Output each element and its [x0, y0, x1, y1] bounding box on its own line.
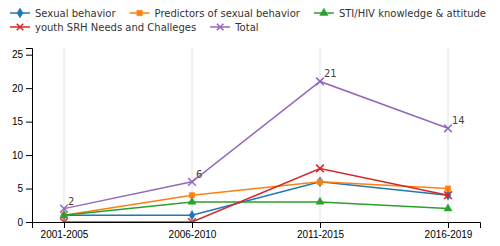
point	[317, 179, 322, 184]
y-axis: 0 5 10 15 20 25	[12, 49, 33, 228]
legend-marker	[320, 8, 328, 15]
y-tick: 0	[17, 217, 32, 228]
x-tick: 2011-2015	[297, 222, 345, 240]
grid-line	[64, 48, 65, 222]
grid	[64, 48, 448, 222]
point	[317, 177, 323, 187]
y-tick: 15	[12, 116, 32, 127]
legend-item: Predictors of sexual behavior	[130, 8, 301, 19]
legend-label: youth SRH Needs and Challeges	[35, 22, 196, 33]
point	[444, 191, 452, 199]
x-axis-line	[33, 223, 481, 229]
legend-marker	[17, 8, 23, 18]
data-label: 2	[68, 196, 74, 207]
point	[316, 197, 324, 204]
data-label: 14	[452, 115, 465, 126]
y-tick: 10	[12, 150, 32, 161]
data-label: 6	[196, 169, 202, 180]
point	[188, 197, 196, 204]
plot: 2001-2005 2006-2010 2011-2015 2016-2019 0 5 10…	[12, 48, 481, 240]
y-tick-mark	[26, 189, 32, 190]
y-tick-label: 0	[17, 217, 23, 228]
y-axis-line	[26, 49, 33, 223]
legend-label: Total	[234, 22, 258, 33]
y-tick-mark	[26, 222, 32, 223]
y-tick-mark	[26, 155, 32, 156]
legend-marker	[17, 24, 24, 31]
x-tick-mark	[448, 222, 449, 228]
y-tick-label: 15	[12, 116, 24, 127]
point	[445, 186, 450, 191]
legend-item: Sexual behavior	[10, 8, 116, 19]
y-tick: 25	[12, 49, 32, 60]
legend-label: Sexual behavior	[35, 8, 116, 19]
legend-item: youth SRH Needs and Challeges	[10, 22, 196, 33]
point	[316, 165, 324, 173]
series-line	[64, 81, 448, 208]
x-tick-mark	[320, 222, 321, 228]
x-tick: 2006-2010	[169, 222, 217, 240]
x-tick: 2001-2005	[41, 222, 89, 240]
series-line	[64, 202, 448, 215]
series-line	[64, 182, 448, 215]
legend-label: STI/HIV knowledge & attitude	[339, 8, 486, 19]
data-label: 21	[324, 68, 337, 79]
legend-item: Total	[210, 22, 258, 33]
y-tick-label: 10	[12, 150, 24, 161]
y-tick: 5	[17, 183, 32, 194]
point	[60, 218, 68, 222]
y-tick-label: 5	[17, 183, 23, 194]
x-tick: 2016-2019	[425, 222, 473, 240]
point	[60, 205, 68, 213]
y-tick-mark	[26, 122, 32, 123]
x-tick-label: 2006-2010	[169, 229, 217, 240]
legend-marker	[217, 24, 224, 31]
point	[444, 124, 452, 132]
legend-marker	[137, 10, 142, 15]
x-tick-mark	[192, 222, 193, 228]
grid-line	[320, 48, 321, 222]
y-tick-label: 20	[12, 83, 24, 94]
data-labels: 2 6 21 14	[68, 68, 465, 206]
y-tick-mark	[26, 88, 32, 89]
point	[316, 78, 324, 86]
series-line	[64, 182, 448, 215]
legend-label: Predictors of sexual behavior	[155, 8, 301, 19]
x-tick-mark	[64, 222, 65, 228]
series-line	[64, 168, 448, 222]
point	[444, 204, 452, 211]
point	[189, 210, 195, 220]
x-axis: 2001-2005 2006-2010 2011-2015 2016-2019	[33, 222, 481, 240]
legend-item: STI/HIV knowledge & attitude	[314, 8, 486, 19]
x-tick-label: 2001-2005	[41, 229, 89, 240]
x-tick-label: 2016-2019	[425, 229, 473, 240]
chart: Sexual behavior Predictors of sexual beha…	[0, 0, 500, 246]
x-tick-label: 2011-2015	[297, 229, 345, 240]
point	[188, 178, 196, 186]
legend: Sexual behavior Predictors of sexual beha…	[10, 8, 486, 33]
y-tick: 20	[12, 83, 32, 94]
point	[188, 218, 196, 222]
y-tick-label: 25	[12, 49, 24, 60]
marks	[60, 78, 452, 222]
y-tick-mark	[26, 55, 32, 56]
